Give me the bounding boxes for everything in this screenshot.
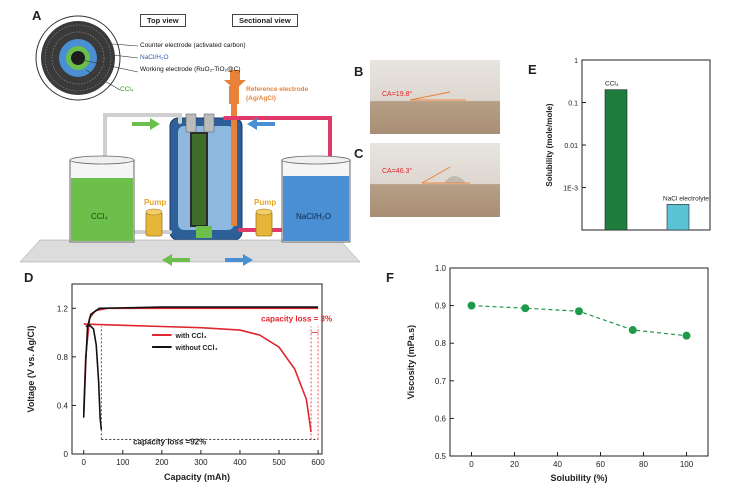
- reference-electrode-label: Reference electrode: [246, 86, 309, 93]
- y-axis-label: Viscosity (mPa.s): [406, 325, 416, 399]
- panel-label-f: F: [386, 270, 394, 285]
- viscosity-point: [521, 304, 530, 313]
- viscosity-point: [682, 331, 691, 340]
- bar-nacl-electrolyte: [666, 204, 690, 231]
- x-tick-label: 60: [596, 460, 605, 469]
- y-tick-label: 1.0: [435, 264, 447, 273]
- plot-frame: [71, 283, 323, 455]
- y-tick-label: 0.6: [435, 414, 447, 423]
- y-tick-label: 0.1: [568, 101, 578, 108]
- working-electrode-label: Working electrode (RuO₂-TiO₂@C): [140, 66, 241, 73]
- x-axis-label: Solubility (%): [551, 473, 608, 483]
- ccl4-disc-label: CCl₄: [120, 86, 134, 93]
- tank-left-label: CCl₄: [91, 212, 108, 221]
- capacity-loss-3-label: capacity loss = 3%: [261, 315, 332, 324]
- plot-frame: [581, 59, 711, 231]
- x-tick-label: 500: [272, 458, 286, 467]
- x-axis-label: Capacity (mAh): [164, 472, 230, 482]
- bar-label-ccl4: CCl₄: [605, 81, 619, 88]
- y-axis-label: Voltage (V vs. Ag/Cl): [26, 325, 36, 412]
- without-ccl4-discharge-line: [85, 324, 103, 430]
- pump-right: [255, 208, 273, 237]
- contact-angle-photo-b: CA=19.8°: [370, 60, 500, 134]
- y-tick-label: 0.7: [435, 377, 447, 386]
- bar-ccl4: [604, 89, 628, 231]
- contact-angle-c-label: CA=46.3°: [382, 168, 413, 175]
- y-tick-label: 0: [64, 450, 69, 459]
- without-ccl4-charge-line: [82, 306, 319, 418]
- tank-right-label: NaCl/H₂O: [296, 212, 332, 221]
- nacl-h2o-label: NaCl/H₂O: [140, 54, 169, 61]
- ccl4-tank: [69, 155, 135, 243]
- counter-electrode-label: Counter electrode (activated carbon): [140, 42, 246, 49]
- x-tick-label: 100: [680, 460, 694, 469]
- with-ccl4-discharge-line: [83, 323, 312, 433]
- pump-left: [145, 208, 163, 237]
- legend-label-without-ccl4: without CCl₄: [175, 345, 218, 352]
- x-tick-label: 0: [81, 458, 86, 467]
- y-tick-label: 0.8: [435, 339, 447, 348]
- voltage-capacity-chart: 0 100 200 300 400 500 600 0 0.4 0.8 1.2 Capacity (m…: [26, 283, 332, 482]
- nacl-tank: [281, 155, 351, 243]
- solubility-bar-chart: 1 0.1 0.01 1E-3 Solubility (mole/mole) CCl₄ Na…: [545, 58, 711, 231]
- x-tick-label: 20: [510, 460, 519, 469]
- x-tick-label: 200: [155, 458, 169, 467]
- bar-label-nacl-electrolyte: NaCl electrolyte: [663, 195, 709, 202]
- y-tick-label: 1: [574, 58, 578, 65]
- y-tick-label: 1E-3: [563, 186, 578, 193]
- reference-electrode-sub-label: (Ag/AgCl): [246, 95, 276, 102]
- flow-arrows: [132, 70, 275, 266]
- contact-angle-b-label: CA=19.8°: [382, 91, 413, 98]
- top-view-disc: [35, 15, 121, 101]
- viscosity-point: [575, 307, 583, 316]
- x-tick-label: 80: [639, 460, 648, 469]
- viscosity-point: [467, 301, 476, 310]
- x-tick-label: 600: [311, 458, 325, 467]
- viscosity-chart: 0 20 40 60 80 100 0.5 0.6 0.7 0.8 0.9 1.0 Solubility…: [406, 264, 709, 483]
- y-tick-label: 0.4: [57, 401, 69, 410]
- y-tick-label: 0.01: [564, 143, 578, 150]
- legend-label-with-ccl4: with CCl₄: [175, 333, 207, 340]
- x-tick-label: 40: [553, 460, 562, 469]
- x-tick-label: 100: [116, 458, 130, 467]
- y-tick-label: 1.2: [57, 304, 69, 313]
- x-tick-label: 0: [469, 460, 474, 469]
- pump-left-label: Pump: [144, 198, 167, 207]
- panel-label-d: D: [24, 270, 34, 285]
- panel-label-c: C: [354, 146, 364, 161]
- y-tick-label: 0.9: [435, 302, 447, 311]
- electrochemical-cell: [169, 113, 243, 241]
- plot-frame: [449, 267, 709, 457]
- top-view-label: Top view: [140, 14, 186, 27]
- with-ccl4-charge-line: [82, 307, 319, 412]
- panel-a-schematic: [19, 15, 361, 266]
- viscosity-point: [628, 326, 637, 335]
- y-tick-label: 0.5: [435, 452, 447, 461]
- base-platform: [19, 239, 361, 263]
- x-tick-label: 400: [233, 458, 247, 467]
- reference-electrode-rod: [231, 86, 237, 226]
- panel-label-e: E: [528, 62, 537, 77]
- capacity-loss-92-label: capacity loss =92%: [133, 437, 206, 446]
- y-tick-label: 0.8: [57, 353, 69, 362]
- pump-right-label: Pump: [254, 198, 277, 207]
- x-tick-label: 300: [194, 458, 208, 467]
- y-axis-label: Solubility (mole/mole): [545, 103, 554, 186]
- contact-angle-photo-c: CA=46.3°: [370, 143, 500, 217]
- sectional-view-label: Sectional view: [232, 14, 298, 27]
- panel-label-b: B: [354, 64, 364, 79]
- panel-label-a: A: [32, 8, 42, 23]
